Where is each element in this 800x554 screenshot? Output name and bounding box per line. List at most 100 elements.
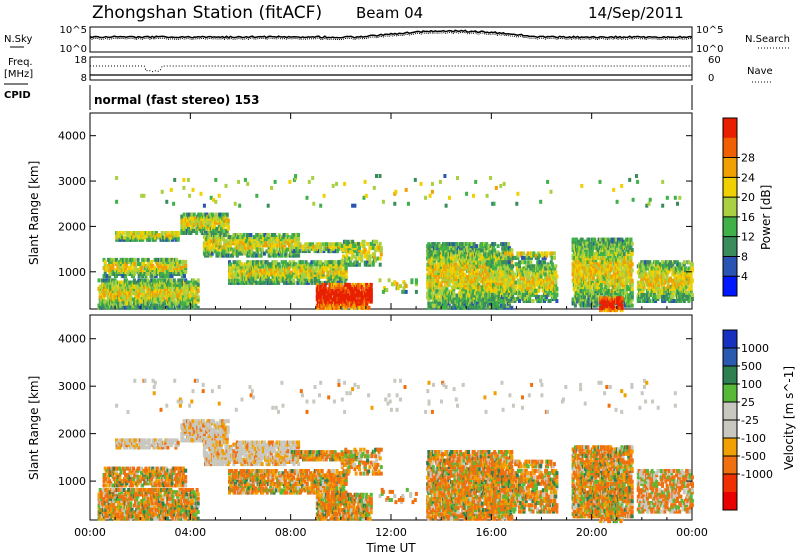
data-cell (260, 262, 263, 267)
data-cell (140, 295, 144, 300)
data-cell (151, 264, 155, 268)
data-cell (341, 287, 344, 292)
data-cell (280, 251, 283, 256)
data-cell (311, 266, 315, 271)
data-cell (115, 303, 119, 308)
data-cell (335, 274, 339, 279)
data-cell (368, 254, 372, 259)
data-cell (529, 266, 533, 271)
data-cell (165, 286, 169, 291)
data-cell (332, 262, 336, 267)
data-cell (404, 289, 408, 294)
data-cell (297, 237, 301, 242)
data-cell (350, 295, 354, 300)
data-cell (530, 255, 534, 260)
data-cell (170, 291, 174, 296)
data-cell (481, 297, 485, 302)
data-cell (217, 239, 221, 244)
data-cell (161, 282, 165, 287)
data-cell (258, 268, 262, 273)
data-cell (151, 286, 155, 291)
data-cell (214, 249, 218, 254)
data-cell (128, 293, 132, 298)
data-cell (110, 297, 114, 302)
data-cell (175, 291, 179, 296)
data-cell (544, 290, 548, 295)
data-cell (547, 290, 551, 295)
data-cell (281, 245, 285, 250)
data-cell (153, 299, 157, 304)
data-cell (576, 297, 580, 302)
data-cell (127, 231, 131, 235)
data-cell (226, 226, 230, 231)
data-cell (148, 235, 152, 240)
data-cell (166, 231, 170, 235)
data-cell (184, 286, 188, 291)
data-cell (302, 249, 305, 254)
data-cell (378, 278, 382, 283)
data-cell (256, 249, 260, 254)
data-cell (238, 247, 242, 252)
data-cell (439, 260, 443, 265)
data-cell (259, 241, 263, 246)
data-cell (476, 266, 480, 271)
data-cell (119, 297, 123, 302)
data-cell (521, 255, 524, 260)
data-cell (217, 251, 221, 256)
data-cell (530, 253, 534, 258)
data-cell (379, 252, 383, 257)
data-cell (119, 301, 123, 306)
data-cell (150, 259, 154, 264)
data-cell (461, 277, 465, 281)
data-cell (224, 218, 228, 223)
data-cell (550, 251, 554, 256)
data-cell (205, 239, 209, 244)
data-cell (338, 299, 342, 304)
data-cell (137, 303, 141, 308)
data-cell (579, 272, 583, 277)
data-cell (176, 303, 180, 308)
data-cell (155, 303, 159, 308)
data-cell (490, 260, 494, 265)
data-cell (493, 242, 497, 247)
data-cell (477, 283, 481, 288)
data-cell (352, 254, 356, 259)
data-cell (160, 278, 164, 283)
data-cell (138, 297, 142, 302)
data-cell (329, 274, 333, 279)
data-cell (525, 255, 529, 260)
data-cell (298, 270, 302, 275)
data-cell (113, 301, 117, 306)
data-cell (195, 280, 199, 285)
noise-search-trace (89, 31, 693, 41)
data-cell (497, 262, 501, 267)
data-cell (226, 245, 230, 250)
data-cell (535, 253, 539, 258)
data-cell (108, 274, 112, 279)
data-cell (195, 231, 199, 235)
data-cell (132, 301, 136, 306)
data-cell (124, 299, 128, 304)
data-cell (122, 286, 126, 291)
data-cell (217, 224, 221, 229)
data-cell (111, 284, 115, 289)
data-cell (104, 303, 108, 308)
data-cell (283, 241, 287, 246)
data-cell (308, 246, 312, 251)
data-cell (112, 272, 116, 276)
data-cell (218, 241, 222, 246)
data-cell (183, 280, 186, 285)
data-cell (159, 297, 163, 302)
data-cell (110, 286, 114, 291)
data-cell (263, 268, 267, 273)
data-cell (115, 289, 119, 293)
data-cell (112, 286, 116, 291)
data-cell (134, 299, 137, 304)
data-cell (160, 301, 164, 306)
data-cell (524, 282, 528, 287)
data-cell (158, 278, 161, 283)
data-cell (173, 235, 177, 240)
data-cell (250, 280, 254, 285)
data-cell (549, 286, 553, 291)
data-cell (454, 258, 458, 263)
